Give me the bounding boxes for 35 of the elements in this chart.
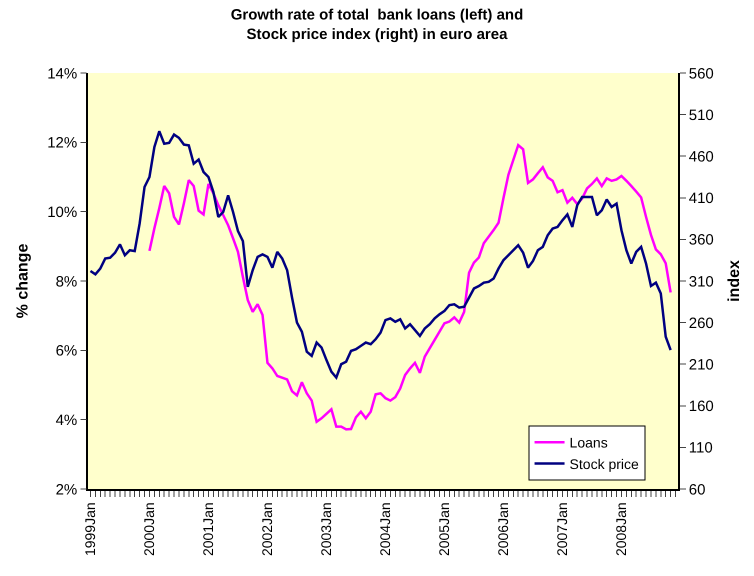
y-tick-label: 6% — [56, 342, 78, 360]
y-tick-label: 4% — [56, 412, 78, 429]
y2-axis-title: index — [726, 260, 743, 302]
y2-tick-label: 210 — [688, 356, 714, 374]
x-tick-label: 2006Jan — [495, 502, 512, 556]
y2-tick-label: 410 — [688, 190, 714, 208]
y2-tick-label: 310 — [688, 273, 714, 290]
line-series — [148, 144, 672, 431]
line-series — [89, 130, 672, 379]
y-tick-label: 10% — [47, 204, 78, 221]
chart-title: Growth rate of total bank loans (left) and Stock price index (right) in euro area — [230, 6, 524, 43]
x-tick-label: 2004Jan — [377, 502, 394, 556]
legend-label: Stock price — [570, 456, 640, 472]
y2-tick-label: 260 — [688, 314, 714, 332]
y2-tick-label: 360 — [688, 232, 714, 249]
x-tick-label: 2005Jan — [436, 502, 452, 556]
y-tick-label: 8% — [56, 273, 78, 290]
x-tick-label: 1999Jan — [82, 502, 98, 556]
y2-tick-label: 460 — [688, 148, 714, 166]
x-tick-label: 2003Jan — [318, 502, 334, 556]
x-tick-label: 2008Jan — [613, 502, 630, 556]
y2-tick-label: 60 — [688, 481, 706, 498]
y2-tick-label: 510 — [688, 106, 714, 124]
y-tick-label: 2% — [56, 481, 78, 498]
y2-tick-label: 160 — [688, 398, 714, 416]
y2-tick-label: 110 — [688, 440, 713, 457]
x-tick-label: 2001Jan — [200, 502, 216, 556]
legend-label: Loans — [570, 434, 608, 451]
x-tick-label: 2007Jan — [554, 502, 570, 556]
y-tick-label: 14% — [47, 65, 78, 82]
y-axis-title: % change — [14, 244, 32, 318]
x-tick-label: 2000Jan — [141, 502, 158, 556]
x-tick-label: 2002Jan — [259, 502, 276, 556]
y-tick-label: 12% — [47, 134, 78, 152]
y2-tick-label: 560 — [688, 65, 714, 82]
